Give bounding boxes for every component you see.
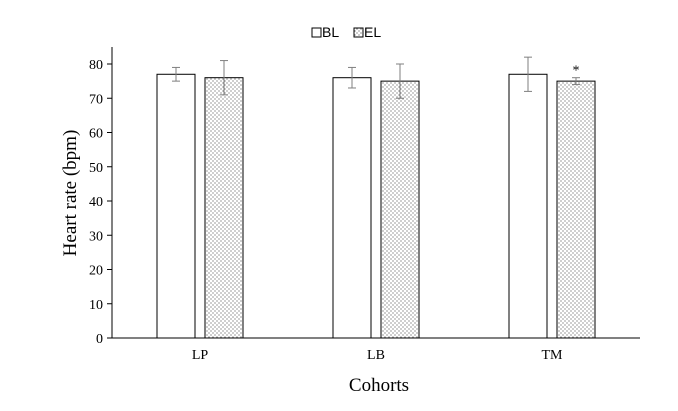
bar-el-tm <box>556 80 596 339</box>
y-tick-label: 0 <box>96 332 103 347</box>
legend-label-el: EL <box>364 24 381 40</box>
y-tick-label: 10 <box>89 298 103 313</box>
y-tick-label: 40 <box>89 195 103 210</box>
bars: * <box>156 56 596 339</box>
x-axis-ticks: LP LB TM <box>192 348 563 363</box>
x-tick-label: LB <box>367 348 385 363</box>
bar-bl-lp <box>156 73 196 339</box>
y-tick-label: 60 <box>89 127 103 142</box>
bar-bl-lb <box>332 77 372 339</box>
y-tick-label: 80 <box>89 58 103 73</box>
bar-el-lb <box>380 80 420 339</box>
legend-swatch-el <box>353 27 364 38</box>
x-tick-label: TM <box>542 348 564 363</box>
y-tick-label: 70 <box>89 92 103 107</box>
y-tick-label: 50 <box>89 161 103 176</box>
y-tick-label: 30 <box>89 229 103 244</box>
bar-bl-tm <box>508 73 548 339</box>
legend-swatch-bl <box>311 27 322 38</box>
x-axis-title: Cohorts <box>349 375 409 396</box>
y-axis-ticks: 0 10 20 30 40 50 60 70 80 <box>89 58 112 347</box>
bar-el-lp <box>204 77 244 339</box>
y-tick-label: 20 <box>89 264 103 279</box>
x-tick-label: LP <box>192 348 209 363</box>
legend-label-bl: BL <box>322 24 339 40</box>
y-axis-title: Heart rate (bpm) <box>60 130 81 257</box>
significance-asterisk: * <box>573 64 580 79</box>
legend: BL EL <box>311 24 381 40</box>
